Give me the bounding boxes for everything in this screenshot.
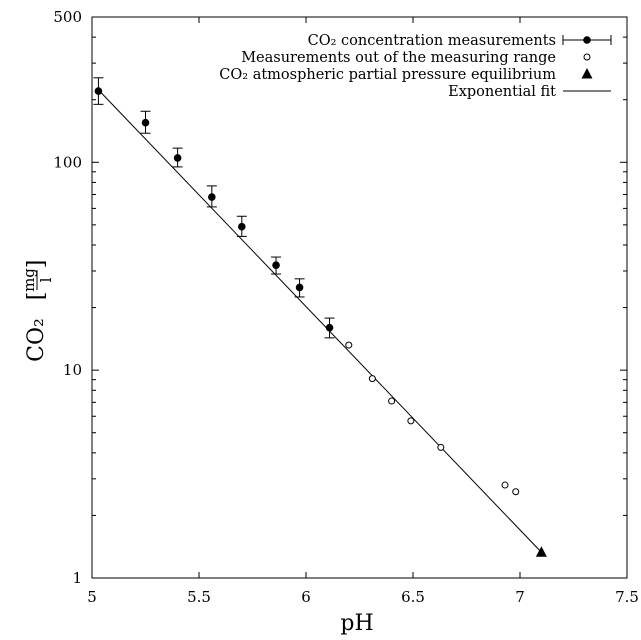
measurement-point <box>173 154 182 162</box>
x-tick-label: 7.5 <box>615 588 639 606</box>
legend-entry-label: Measurements out of the measuring range <box>241 50 556 66</box>
data-points-group <box>94 87 547 557</box>
y-tick-label: 500 <box>53 8 82 26</box>
x-axis-label: pH <box>340 611 373 636</box>
out-of-range-point <box>388 397 396 405</box>
x-tick-label: 6 <box>301 588 311 606</box>
measurement-point <box>238 222 246 231</box>
legend-out-of-range-marker <box>583 53 591 61</box>
x-tick-label: 5 <box>87 588 97 606</box>
legend-entry-label: CO₂ concentration measurements <box>308 33 556 49</box>
equilibrium-triangle-point <box>535 546 547 557</box>
measurement-point <box>208 193 216 201</box>
plot-frame <box>91 16 628 579</box>
out-of-range-point <box>501 481 509 489</box>
plot-border <box>91 16 628 579</box>
out-of-range-point <box>437 443 445 451</box>
y-axis-label-unit-numerator: mg <box>20 268 38 292</box>
y-tick-label: 10 <box>63 361 82 379</box>
legend-equilibrium-marker <box>581 68 593 79</box>
y-axis-label-bracket-close: ] <box>24 260 49 269</box>
legend: CO₂ concentration measurementsMeasuremen… <box>219 33 612 100</box>
x-axis-ticks: 5 5.5 6 6.5 7 7.5 <box>87 17 639 606</box>
exponential-fit-line <box>98 89 542 553</box>
y-axis-ticks: 1 10 100 500 <box>53 8 627 587</box>
x-tick-label: 7 <box>515 588 525 606</box>
out-of-range-point <box>345 341 353 349</box>
out-of-range-point <box>407 417 415 425</box>
measurement-point <box>141 118 150 127</box>
exponential-fit-group <box>98 89 542 553</box>
x-tick-label: 6.5 <box>401 588 425 606</box>
y-axis-label-bracket-open: [ <box>24 292 49 301</box>
y-axis-label-main: CO₂ <box>24 318 49 362</box>
legend-measurement-marker <box>583 36 591 44</box>
measurement-point <box>94 87 103 95</box>
legend-entry-label: CO₂ atmospheric partial pressure equilib… <box>219 67 556 83</box>
measurement-point <box>325 323 334 332</box>
measurement-point <box>295 283 304 292</box>
x-tick-label: 5.5 <box>187 588 211 606</box>
y-axis-label-unit-denominator: l <box>37 277 55 282</box>
legend-entry-label: Exponential fit <box>448 84 556 100</box>
measurement-point <box>272 261 280 269</box>
y-tick-label: 100 <box>53 153 82 171</box>
y-axis-label: CO₂ [ mg l ] <box>20 260 55 362</box>
out-of-range-point <box>368 375 376 383</box>
y-tick-label: 1 <box>72 569 82 587</box>
out-of-range-point <box>512 488 520 496</box>
